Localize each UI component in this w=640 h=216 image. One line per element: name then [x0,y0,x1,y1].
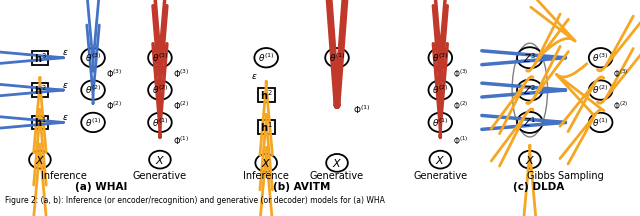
Circle shape [429,113,452,132]
Circle shape [81,113,105,132]
Text: $\varepsilon$: $\varepsilon$ [61,113,68,122]
Text: $\Phi^{(3)}$: $\Phi^{(3)}$ [173,68,189,80]
Text: $X$: $X$ [261,157,271,169]
Text: $X$: $X$ [525,154,535,166]
Text: $\theta^{(2)}$: $\theta^{(2)}$ [593,84,609,96]
Text: $\theta^{(3)}$: $\theta^{(3)}$ [593,52,609,64]
Text: (c) DLDA: (c) DLDA [513,182,564,192]
Text: $\Phi^{(2)}$: $\Phi^{(2)}$ [173,100,189,113]
Text: $\Phi^{(3)}$: $\Phi^{(3)}$ [614,68,628,80]
FancyBboxPatch shape [31,51,48,65]
Text: $\Phi^{(1)}$: $\Phi^{(1)}$ [453,135,468,147]
Circle shape [517,79,543,101]
Circle shape [29,151,51,168]
Text: $\theta^{(1)}$: $\theta^{(1)}$ [432,116,449,129]
Text: (b) AVITM: (b) AVITM [273,182,330,192]
Circle shape [589,113,612,132]
Text: $\theta^{(3)}$: $\theta^{(3)}$ [84,52,101,64]
Circle shape [429,80,452,100]
Text: $X$: $X$ [332,157,342,169]
Text: $\mathbf{h}^1$: $\mathbf{h}^1$ [260,120,273,134]
Text: (a) WHAI: (a) WHAI [75,182,127,192]
Text: $X$: $X$ [35,154,45,166]
Text: $\mathbf{h}^2$: $\mathbf{h}^2$ [34,83,46,97]
Circle shape [326,154,348,172]
Text: $Z^3$: $Z^3$ [523,51,536,65]
Text: $Z^2$: $Z^2$ [524,83,536,97]
Text: $X$: $X$ [155,154,165,166]
Text: Figure 2: (a, b): Inference (or encoder/recognition) and generative (or decoder): Figure 2: (a, b): Inference (or encoder/… [6,195,385,205]
Text: Inference: Inference [243,171,289,181]
Circle shape [429,151,451,168]
FancyBboxPatch shape [31,83,48,97]
Text: $\Phi^{(2)}$: $\Phi^{(2)}$ [453,100,468,113]
Text: $\theta^{(2)}$: $\theta^{(2)}$ [432,84,449,96]
Text: $\Phi^{(1)}$: $\Phi^{(1)}$ [353,104,371,116]
Text: $\Phi^{(3)}$: $\Phi^{(3)}$ [106,68,122,80]
Text: $\Phi^{(2)}$: $\Phi^{(2)}$ [614,100,628,113]
Text: $\varepsilon$: $\varepsilon$ [61,81,68,90]
Circle shape [149,151,171,168]
Text: $\Phi^{(3)}$: $\Phi^{(3)}$ [453,68,468,80]
Circle shape [517,112,543,133]
Text: Generative: Generative [310,171,364,181]
Text: Inference: Inference [40,171,86,181]
Circle shape [517,47,543,68]
Circle shape [81,80,105,100]
Circle shape [148,48,172,67]
Text: Generative: Generative [413,171,467,181]
Text: $\mathbf{h}^2$: $\mathbf{h}^2$ [260,88,273,102]
Circle shape [589,80,612,100]
Text: $\theta^{(1)}$: $\theta^{(1)}$ [152,116,168,129]
Text: $\theta^{(2)}$: $\theta^{(2)}$ [84,84,101,96]
Circle shape [429,48,452,67]
Circle shape [519,151,541,168]
Text: $\varepsilon$: $\varepsilon$ [251,72,257,81]
Text: $\theta^{(1)}$: $\theta^{(1)}$ [258,52,275,64]
Text: $\theta^{(1)}$: $\theta^{(1)}$ [593,116,609,129]
Circle shape [148,80,172,100]
Circle shape [589,48,612,67]
Text: $X$: $X$ [435,154,445,166]
Circle shape [81,48,105,67]
Text: Gibbs Sampling: Gibbs Sampling [527,171,604,181]
Text: Generative: Generative [133,171,187,181]
Text: $\mathbf{h}^3$: $\mathbf{h}^3$ [33,51,46,65]
Text: $\theta^{(1)}$: $\theta^{(1)}$ [329,52,346,64]
Text: $Z^1$: $Z^1$ [523,116,536,129]
Text: $\theta^{(3)}$: $\theta^{(3)}$ [432,52,449,64]
Text: $\Phi^{(2)}$: $\Phi^{(2)}$ [106,100,122,113]
FancyBboxPatch shape [258,120,275,134]
Text: $\theta^{(1)}$: $\theta^{(1)}$ [84,116,101,129]
Circle shape [148,113,172,132]
Text: $\theta^{(3)}$: $\theta^{(3)}$ [152,52,168,64]
FancyBboxPatch shape [258,88,275,102]
Text: $\mathbf{h}^1$: $\mathbf{h}^1$ [33,116,46,129]
Circle shape [254,48,278,67]
Text: $\theta^{(2)}$: $\theta^{(2)}$ [152,84,168,96]
Text: $\Phi^{(1)}$: $\Phi^{(1)}$ [173,135,189,147]
Circle shape [325,48,349,67]
FancyBboxPatch shape [31,116,48,129]
Circle shape [255,154,277,172]
Text: $\varepsilon$: $\varepsilon$ [61,48,68,57]
